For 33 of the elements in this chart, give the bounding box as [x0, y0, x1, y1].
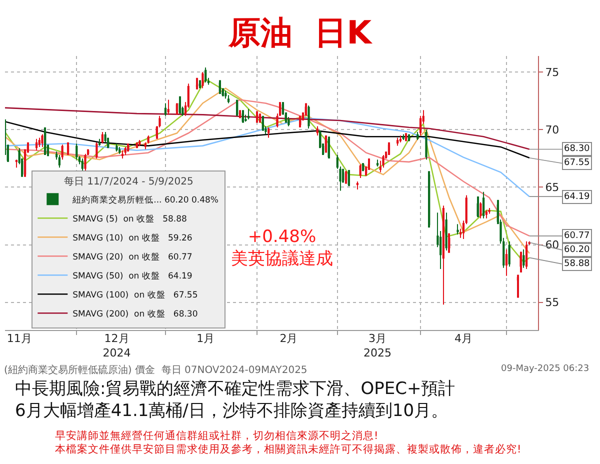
text: (紐約商業交易所輕低硫原油) 價金 每日 07NOV2024-09MAY2025: [4, 364, 308, 376]
y-tick-label: 60: [545, 238, 560, 252]
x-tick-label: 1月: [196, 332, 215, 345]
chart-title: 原油 日K: [227, 14, 373, 52]
annotation: 64.19: [564, 192, 590, 202]
line-series: [5, 120, 530, 159]
y-tick-label: 75: [545, 66, 560, 79]
annotation: 60.77: [564, 231, 590, 241]
annotation: 68.30: [564, 144, 590, 154]
legend-label: SMAVG (200) on 收盤 68.30: [72, 308, 198, 320]
legend-label: SMAVG (20) on 收盤 60.77: [72, 251, 192, 262]
text: 早安講師並無經營任何通信群組或社群，切勿相信來源不明之消息! 本檔案文件僅供早安節目需求使用及參考，相關資訊未經許可不得揭露、複製或散佈，違者必究!: [55, 429, 522, 456]
x-tick-label: 11月: [6, 332, 32, 345]
y-tick-label: 70: [545, 124, 560, 137]
legend-label: 紐約商業交易所輕低... 60.20 0.48%: [72, 194, 219, 206]
annotation: 60.20: [564, 245, 590, 255]
legend-label: SMAVG (10) on 收盤 59.26: [72, 232, 192, 244]
text: 中長期風險:貿易戰的經濟不確定性需求下滑、OPEC+預計 6月大幅增產41.1萬桶/日，沙特不排除資產持續到10月。: [15, 379, 456, 422]
annotation: 58.88: [564, 259, 590, 269]
legend-label: SMAVG (5) on 收盤 58.88: [72, 213, 187, 224]
y-tick-label: 55: [545, 296, 560, 310]
x-tick-label: 3月 2025: [364, 332, 392, 360]
legend-label: SMAVG (50) on 收盤 64.19: [72, 270, 192, 282]
annotation: 67.55: [564, 158, 590, 168]
legend-title: 每日 11/7/2024 - 5/9/2025: [64, 176, 194, 188]
x-tick-label: 4月: [454, 332, 472, 345]
x-tick-label: 12月 2024: [102, 332, 131, 360]
legend-label: SMAVG (100) on 收盤 67.55: [72, 289, 198, 300]
y-tick-label: 65: [545, 181, 560, 194]
line-series: [5, 107, 530, 150]
x-tick-label: 2月: [280, 332, 298, 345]
text: 09-May-2025 06:23: [501, 364, 590, 374]
annotation: +0.48% 美英協議達成: [231, 227, 333, 270]
